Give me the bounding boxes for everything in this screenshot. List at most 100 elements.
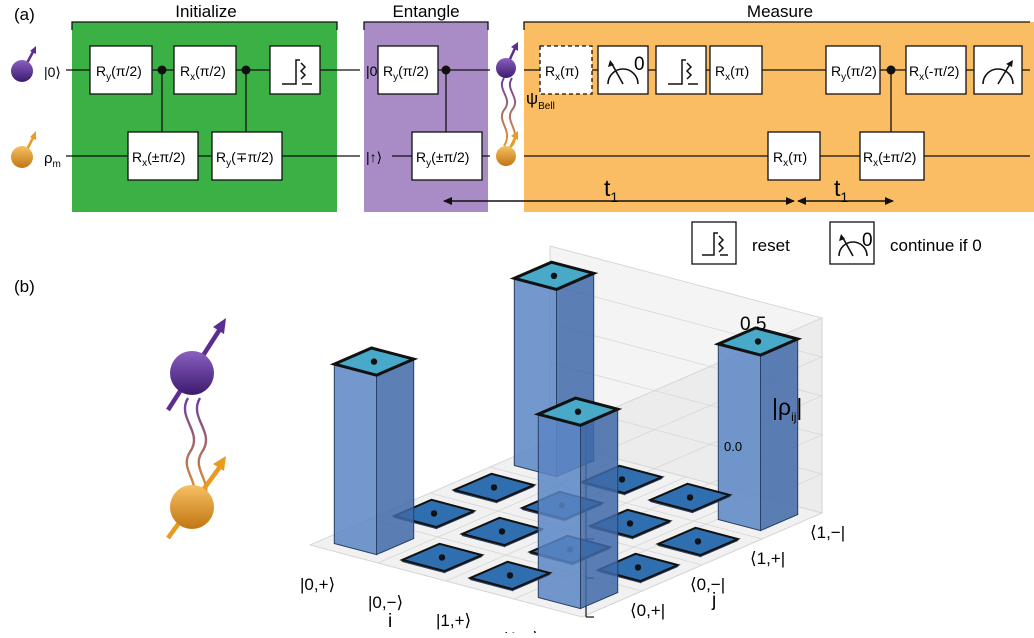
t1-label-long: t1 bbox=[604, 175, 618, 205]
bar-front-face bbox=[717, 343, 761, 532]
measure-title: Measure bbox=[747, 2, 813, 21]
condition-zero: 0 bbox=[634, 54, 645, 75]
bar-value-dot bbox=[694, 538, 702, 545]
bar-value-dot bbox=[506, 572, 514, 579]
bar-value-dot bbox=[370, 358, 378, 365]
bar-0-3 bbox=[509, 260, 599, 478]
svg-text:Rx(-π/2): Rx(-π/2) bbox=[909, 63, 959, 83]
meter-icon bbox=[982, 68, 1014, 85]
i-tick-label: |0,−⟩ bbox=[368, 593, 403, 612]
i-tick-label: |1,−⟩ bbox=[504, 629, 539, 633]
gate-measure-rx-top: Rx(π) bbox=[709, 45, 763, 95]
i-tick-label: |1,+⟩ bbox=[436, 611, 471, 630]
entangle-title: Entangle bbox=[392, 2, 459, 21]
reset-icon bbox=[668, 59, 698, 85]
bar-value-dot bbox=[498, 528, 506, 535]
meter-icon bbox=[607, 68, 639, 85]
initialize-bracket bbox=[71, 21, 338, 30]
svg-text:Ry(π/2): Ry(π/2) bbox=[831, 63, 877, 83]
panel-a: (a) Initialize Entangle Measure |0⟩ ρm bbox=[11, 2, 1034, 265]
bar-side-face bbox=[376, 358, 415, 556]
svg-text:Rx(π): Rx(π) bbox=[715, 63, 749, 83]
bar-1-0 bbox=[399, 542, 485, 574]
reset-icon bbox=[702, 232, 728, 256]
wall-grid bbox=[549, 284, 824, 462]
j-tick-label: ⟨1,+| bbox=[750, 549, 785, 568]
bar-front-face bbox=[333, 363, 377, 556]
bar-value-dot bbox=[430, 510, 438, 517]
gate-measure-ry: Ry(π/2) bbox=[825, 45, 881, 95]
gate-measure-rx-pm: Rx(±π/2) bbox=[859, 131, 925, 181]
initial-state-bottom: ρm bbox=[44, 150, 61, 170]
j-tick-label: ⟨0,−| bbox=[690, 575, 725, 594]
gate-init-rx: Rx(π/2) bbox=[173, 45, 237, 95]
control-dot-4 bbox=[886, 65, 896, 75]
final-measurement bbox=[973, 45, 1023, 95]
conditional-measurement: 0 bbox=[597, 45, 649, 95]
initialize-title: Initialize bbox=[175, 2, 236, 21]
gate-measure-rx-dashed: Rx(π) bbox=[539, 45, 593, 95]
entangle-bracket bbox=[363, 21, 489, 30]
gate-entangle-ry: Ry(π/2) bbox=[377, 45, 439, 95]
svg-text:Rx(π): Rx(π) bbox=[545, 63, 579, 83]
control-dot-3 bbox=[441, 65, 451, 75]
panel-b-label: (b) bbox=[14, 277, 35, 296]
orange-qubit-icon bbox=[11, 131, 36, 168]
bar-side-face bbox=[760, 338, 799, 532]
svg-text:reset: reset bbox=[752, 236, 790, 255]
gate-entangle-ry-pm: Ry(±π/2) bbox=[411, 131, 483, 181]
entangled-pair-large-icon bbox=[166, 318, 226, 540]
j-tick-label: ⟨0,+| bbox=[630, 601, 665, 620]
bar-value-dot bbox=[634, 564, 642, 571]
svg-text:Rx(±π/2): Rx(±π/2) bbox=[132, 149, 185, 169]
bar-value-dot bbox=[686, 494, 694, 501]
svg-text:0: 0 bbox=[862, 230, 873, 251]
z-tick-0: 0.0 bbox=[724, 439, 742, 454]
bar-value-dot bbox=[550, 272, 558, 279]
wall-grid bbox=[549, 323, 824, 501]
bar-side-face bbox=[580, 408, 619, 610]
svg-text:Rx(±π/2): Rx(±π/2) bbox=[863, 149, 916, 169]
bar-value-dot bbox=[438, 554, 446, 561]
reset-gate-measure bbox=[655, 45, 707, 95]
svg-text:Rx(π/2): Rx(π/2) bbox=[180, 63, 226, 83]
bar-front-face bbox=[537, 413, 581, 610]
bar-0-0 bbox=[329, 346, 419, 556]
reset-gate-init bbox=[269, 45, 321, 95]
floor-grid bbox=[489, 466, 763, 540]
gate-init-ry-mp: Ry(∓π/2) bbox=[211, 131, 283, 181]
reset-icon bbox=[282, 59, 312, 85]
svg-text:Ry(π/2): Ry(π/2) bbox=[383, 63, 429, 83]
control-dot-2 bbox=[241, 65, 251, 75]
wall-grid bbox=[549, 245, 824, 423]
meter-icon bbox=[838, 241, 868, 257]
j-tick-label: ⟨1,−| bbox=[810, 523, 845, 542]
svg-text:Rx(π): Rx(π) bbox=[773, 149, 807, 169]
bar-0-2 bbox=[451, 472, 537, 504]
entangled-pair-icon bbox=[496, 42, 518, 166]
bar-value-dot bbox=[626, 520, 634, 527]
y-axis-title: j bbox=[711, 590, 716, 611]
z-axis-title: |ρij| bbox=[772, 394, 802, 424]
svg-text:continue if 0: continue if 0 bbox=[890, 236, 982, 255]
wall-grid bbox=[549, 440, 824, 618]
bar-2-3 bbox=[647, 482, 733, 514]
svg-text:Ry(π/2): Ry(π/2) bbox=[96, 63, 142, 83]
legend-continue: 0 continue if 0 bbox=[829, 221, 982, 265]
gate-init-ry: Ry(π/2) bbox=[89, 45, 153, 95]
svg-text:Ry(∓π/2): Ry(∓π/2) bbox=[216, 149, 274, 169]
bar-3-2 bbox=[655, 526, 741, 558]
gate-measure-rx-bottom: Rx(π) bbox=[767, 131, 821, 181]
bar-value-dot bbox=[618, 476, 626, 483]
psi-bell-label: ψBell bbox=[526, 89, 555, 112]
purple-qubit-icon bbox=[11, 46, 36, 82]
svg-text:Ry(±π/2): Ry(±π/2) bbox=[416, 149, 469, 169]
gate-measure-rx-neg: Rx(-π/2) bbox=[905, 45, 967, 95]
bar-value-dot bbox=[574, 408, 582, 415]
bar-1-1 bbox=[459, 516, 545, 548]
control-dot-1 bbox=[157, 65, 167, 75]
initial-state-top: |0⟩ bbox=[44, 64, 61, 80]
gate-init-rx-pm: Rx(±π/2) bbox=[127, 131, 199, 181]
panel-a-label: (a) bbox=[14, 5, 35, 24]
